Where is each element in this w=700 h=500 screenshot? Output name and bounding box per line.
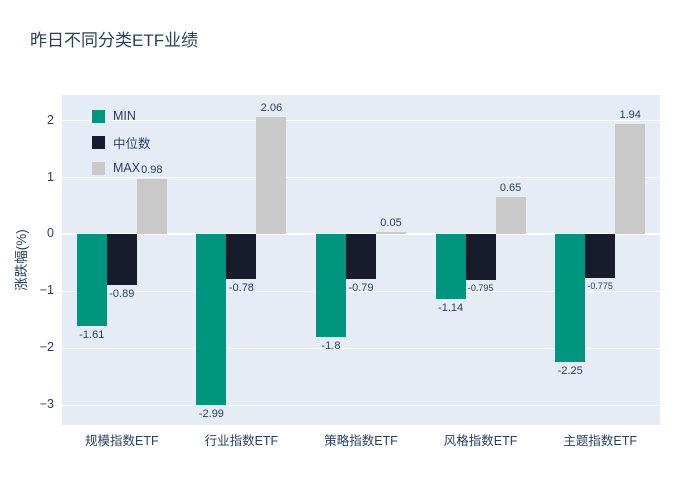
bar-value-label: -0.795 [467, 282, 494, 293]
legend-label: MAX [113, 161, 141, 175]
legend-swatch-min [92, 109, 105, 123]
bar-median-2[interactable] [346, 234, 376, 280]
gridline [62, 404, 660, 406]
bar-median-3[interactable] [465, 234, 496, 280]
legend-swatch-median [92, 135, 105, 149]
bar-min-4[interactable] [555, 234, 586, 363]
bar-max-4[interactable] [615, 124, 646, 235]
bar-min-2[interactable] [316, 234, 346, 337]
y-tick-label: −3 [39, 397, 54, 412]
y-tick-label: −1 [39, 283, 54, 298]
gridline [62, 290, 660, 292]
y-tick-label: 1 [47, 169, 54, 184]
bar-value-label: -0.89 [109, 288, 135, 301]
legend-swatch-max [92, 161, 105, 175]
x-tick-label: 主题指数ETF [563, 434, 637, 448]
y-tick-label: 0 [47, 226, 54, 241]
bar-value-label: -1.61 [79, 329, 105, 341]
gridline [62, 120, 660, 122]
bar-value-label: 1.94 [619, 109, 641, 122]
y-tick-label: 2 [47, 112, 54, 127]
bar-min-3[interactable] [435, 234, 466, 300]
y-tick-label: −2 [39, 340, 54, 355]
bar-value-label: -1.14 [438, 302, 464, 315]
legend-item-max[interactable]: MAX [92, 155, 151, 181]
gridline [62, 177, 660, 178]
bar-value-label: 0.98 [141, 163, 163, 176]
bar-max-3[interactable] [495, 197, 526, 235]
x-tick-label: 行业指数ETF [204, 434, 279, 448]
bar-max-2[interactable] [376, 231, 406, 235]
x-tick-label: 策略指数ETF [324, 434, 398, 448]
legend-label: 中位数 [113, 136, 151, 151]
bar-min-0[interactable] [76, 234, 107, 326]
bar-value-label: -1.8 [321, 339, 341, 352]
bar-value-label: -2.99 [198, 407, 224, 420]
bar-max-0[interactable] [136, 178, 167, 235]
x-tick-label: 规模指数ETF [84, 434, 159, 448]
bar-value-label: -0.775 [587, 281, 613, 292]
gridline [62, 347, 660, 349]
x-tick-label: 风格指数ETF [443, 434, 518, 448]
legend-label: MIN [113, 109, 136, 123]
bar-value-label: 2.06 [260, 102, 283, 115]
legend-item-min[interactable]: MIN [92, 103, 151, 129]
bar-median-0[interactable] [106, 234, 137, 286]
plot-area: -1.61 -0.89 0.98 -2.99 -0.78 2.06 -1.8 -0.79 0.0… [62, 95, 660, 425]
bar-value-label: -0.79 [348, 282, 374, 295]
bar-median-1[interactable] [226, 234, 257, 279]
bar-value-label: -0.78 [228, 281, 254, 294]
bar-value-label: 0.05 [380, 216, 402, 229]
bar-max-1[interactable] [256, 117, 287, 235]
legend-item-median[interactable]: 中位数 [92, 129, 151, 155]
legend: MIN 中位数 MAX [92, 103, 151, 181]
chart-title: 昨日不同分类ETF业绩 [30, 31, 199, 50]
bar-value-label: -2.25 [557, 365, 583, 378]
bar-value-label: 0.65 [499, 182, 522, 195]
bar-median-4[interactable] [585, 234, 616, 279]
bar-min-1[interactable] [196, 234, 227, 405]
